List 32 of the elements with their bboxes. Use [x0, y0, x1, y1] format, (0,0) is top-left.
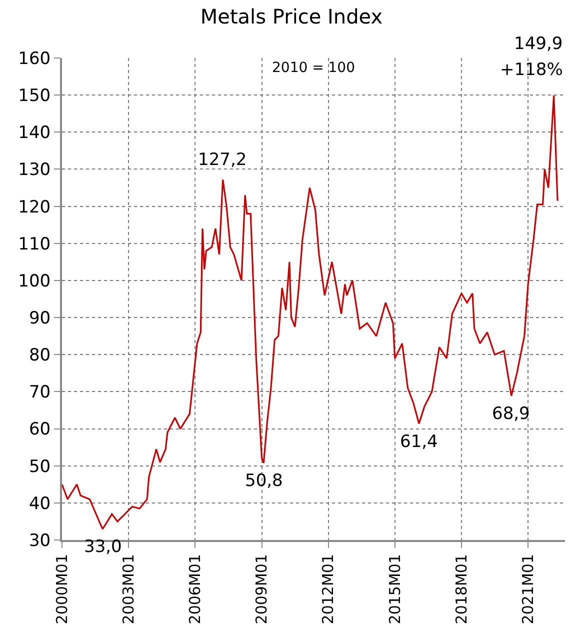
x-tick-label: 2015M01: [386, 554, 404, 624]
chart-title: Metals Price Index: [200, 4, 383, 29]
y-tick-label: 60: [28, 420, 51, 440]
annotation: 68,9: [492, 404, 530, 424]
y-tick-label: 80: [28, 346, 51, 366]
x-tick-label: 2009M01: [252, 554, 271, 624]
y-tick-label: 120: [18, 197, 51, 218]
annotation: +118%: [500, 60, 563, 80]
x-tick-label: 2003M01: [119, 554, 138, 624]
y-tick-label: 70: [28, 382, 51, 403]
y-tick-label: 140: [18, 123, 51, 144]
y-tick-label: 30: [28, 530, 51, 551]
chart-subtitle: 2010 = 100: [272, 60, 355, 76]
y-tick-label: 100: [18, 271, 51, 292]
annotation: 50,8: [245, 471, 283, 491]
y-tick-label: 90: [28, 308, 51, 328]
x-tick-label: 2021M01: [518, 554, 537, 624]
y-tick-label: 50: [28, 456, 51, 477]
annotation: 149,9: [514, 34, 563, 54]
x-tick-label: 2012M01: [319, 554, 338, 624]
annotation: 33,0: [84, 537, 122, 557]
annotation: 61,4: [400, 432, 438, 452]
y-tick-label: 160: [18, 48, 51, 69]
y-tick-label: 110: [18, 234, 51, 254]
y-tick-label: 130: [18, 160, 51, 180]
x-tick-label: 2000M01: [52, 554, 71, 624]
x-tick-label: 2018M01: [452, 554, 470, 624]
line-series: [62, 94, 558, 530]
y-tick-label: 150: [18, 86, 51, 106]
x-tick-label: 2006M01: [186, 554, 204, 624]
y-tick-label: 40: [28, 494, 51, 514]
annotation: 127,2: [198, 150, 247, 170]
